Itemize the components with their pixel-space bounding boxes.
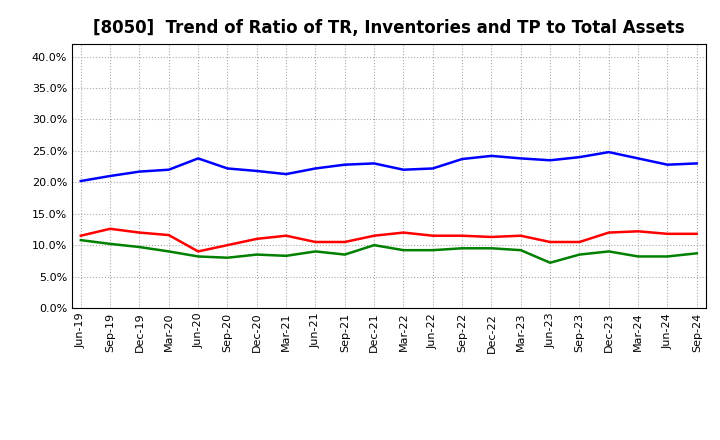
Trade Payables [76,238,85,243]
Trade Receivables [605,230,613,235]
Trade Payables [605,249,613,254]
Inventories [516,156,525,161]
Inventories [693,161,701,166]
Trade Receivables [370,233,379,238]
Trade Receivables [487,235,496,240]
Trade Payables [253,252,261,257]
Trade Payables [223,255,232,260]
Inventories [634,156,642,161]
Inventories [399,167,408,172]
Trade Receivables [223,242,232,248]
Inventories [370,161,379,166]
Inventories [106,173,114,179]
Inventories [223,166,232,171]
Trade Receivables [341,239,349,245]
Trade Payables [663,254,672,259]
Inventories [253,169,261,174]
Trade Payables [135,244,144,249]
Trade Payables [634,254,642,259]
Inventories [76,178,85,183]
Trade Payables [106,241,114,246]
Line: Inventories: Inventories [81,152,697,181]
Inventories [341,162,349,167]
Trade Payables [370,242,379,248]
Trade Receivables [135,230,144,235]
Trade Receivables [546,239,554,245]
Title: [8050]  Trend of Ratio of TR, Inventories and TP to Total Assets: [8050] Trend of Ratio of TR, Inventories… [93,19,685,37]
Trade Receivables [164,232,173,238]
Trade Payables [516,248,525,253]
Inventories [458,156,467,161]
Inventories [605,150,613,155]
Trade Payables [693,251,701,256]
Inventories [282,172,290,177]
Trade Receivables [428,233,437,238]
Trade Receivables [634,229,642,234]
Trade Receivables [253,236,261,242]
Trade Payables [546,260,554,265]
Inventories [575,154,584,160]
Trade Receivables [106,226,114,231]
Trade Payables [282,253,290,258]
Inventories [311,166,320,171]
Trade Payables [487,246,496,251]
Trade Payables [428,248,437,253]
Trade Payables [311,249,320,254]
Inventories [135,169,144,174]
Trade Receivables [663,231,672,236]
Trade Receivables [693,231,701,236]
Inventories [428,166,437,171]
Trade Payables [164,249,173,254]
Trade Receivables [516,233,525,238]
Trade Payables [341,252,349,257]
Trade Receivables [76,233,85,238]
Trade Receivables [575,239,584,245]
Trade Payables [194,254,202,259]
Inventories [194,156,202,161]
Trade Receivables [194,249,202,254]
Line: Trade Receivables: Trade Receivables [81,229,697,251]
Line: Trade Payables: Trade Payables [81,240,697,263]
Trade Receivables [282,233,290,238]
Trade Payables [458,246,467,251]
Trade Receivables [458,233,467,238]
Trade Receivables [311,239,320,245]
Inventories [546,158,554,163]
Trade Payables [399,248,408,253]
Trade Receivables [399,230,408,235]
Trade Payables [575,252,584,257]
Inventories [663,162,672,167]
Inventories [164,167,173,172]
Inventories [487,153,496,158]
